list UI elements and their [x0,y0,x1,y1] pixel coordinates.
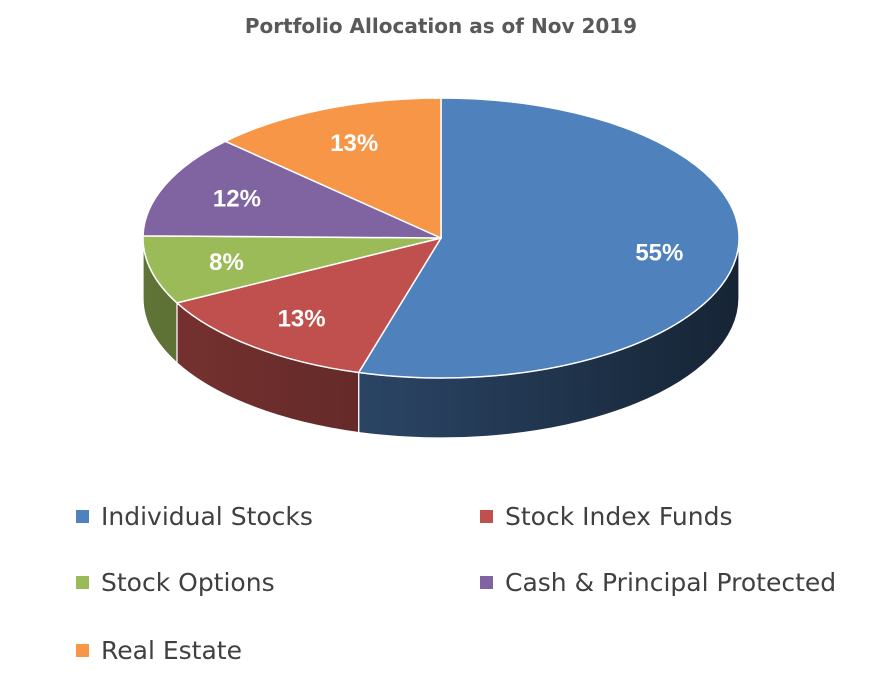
pie-slice-cash-principal-protected [142,140,442,239]
data-label-individual-stocks: 55% [635,239,683,266]
pie-slice-individual-stocks [357,97,740,379]
data-label-stock-index-funds: 13% [278,305,326,332]
pie-slice-stock-options [142,235,442,304]
chart-title: Portfolio Allocation as of Nov 2019 [244,14,638,38]
data-label-stock-options: 8% [209,249,244,276]
pie-slice-stock-index-funds [176,237,442,374]
data-label-cash-principal-protected: 12% [213,186,261,213]
pie-slice-real-estate [224,97,442,239]
data-label-real-estate: 13% [330,130,378,157]
